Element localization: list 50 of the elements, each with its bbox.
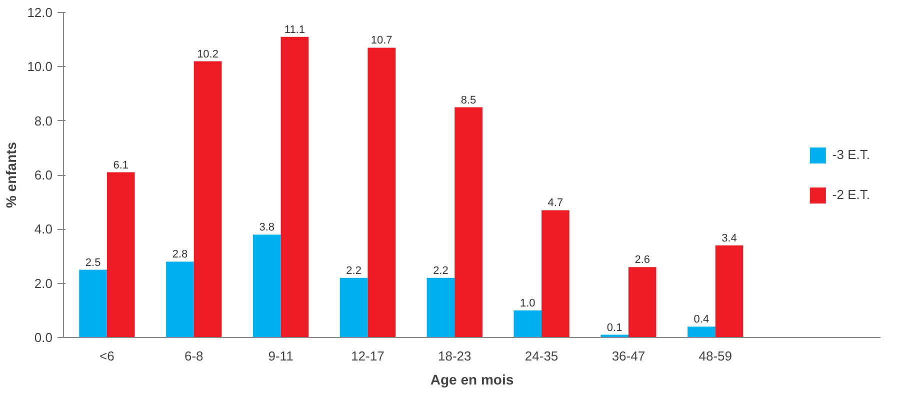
bar [426, 278, 455, 338]
x-tick-label: 48-59 [698, 348, 732, 364]
bar [368, 48, 396, 338]
bar [688, 326, 716, 338]
x-tick-label: <6 [100, 348, 114, 364]
y-tick-label: 6.0 [34, 168, 53, 182]
data-label: 2.2 [346, 264, 362, 277]
data-label: 2.8 [172, 248, 188, 261]
bar [542, 210, 570, 338]
data-label: 2.2 [433, 264, 448, 277]
y-axis-title: % enfants [3, 142, 20, 208]
x-tick-label: 24-35 [524, 348, 558, 364]
bar [340, 278, 368, 338]
bar [166, 262, 194, 338]
data-label: 0.1 [606, 322, 622, 334]
y-tick-label: 4.0 [34, 222, 53, 237]
data-label: 2.5 [85, 256, 101, 269]
bar [79, 270, 107, 338]
y-tick-label: 10.0 [27, 59, 53, 74]
x-tick-label: 6-8 [184, 348, 204, 364]
data-label: 0.4 [694, 314, 710, 326]
data-label: 11.1 [284, 24, 305, 36]
y-tick-label: 8.0 [34, 113, 53, 128]
bar [252, 234, 281, 338]
data-label: 10.2 [197, 48, 218, 60]
bar [194, 61, 222, 338]
bar [454, 107, 482, 338]
legend-label: -3 E.T. [832, 147, 870, 162]
x-axis-title: Age en mois [430, 372, 514, 388]
legend-label: -2 E.T. [832, 187, 870, 202]
data-label: 6.1 [113, 159, 129, 172]
data-label: 1.0 [520, 297, 536, 310]
x-tick-label: 18-23 [438, 348, 472, 364]
bar [628, 267, 656, 338]
bar [280, 36, 309, 338]
y-tick-label: 0.0 [34, 330, 53, 345]
y-tick-label: 2.0 [34, 276, 53, 291]
x-tick-label: 9-11 [268, 348, 294, 364]
bar [715, 245, 744, 338]
bar [106, 172, 135, 338]
data-label: 2.6 [634, 254, 650, 266]
y-tick-label: 12.0 [27, 5, 53, 20]
data-label: 10.7 [370, 34, 392, 47]
data-label: 3.8 [259, 222, 275, 234]
x-tick-label: 36-47 [612, 348, 646, 364]
x-tick-label: 12-17 [351, 348, 384, 364]
data-label: 4.7 [548, 197, 564, 210]
data-label: 8.5 [460, 94, 476, 106]
data-label: 3.4 [722, 232, 737, 244]
bar [514, 310, 542, 338]
